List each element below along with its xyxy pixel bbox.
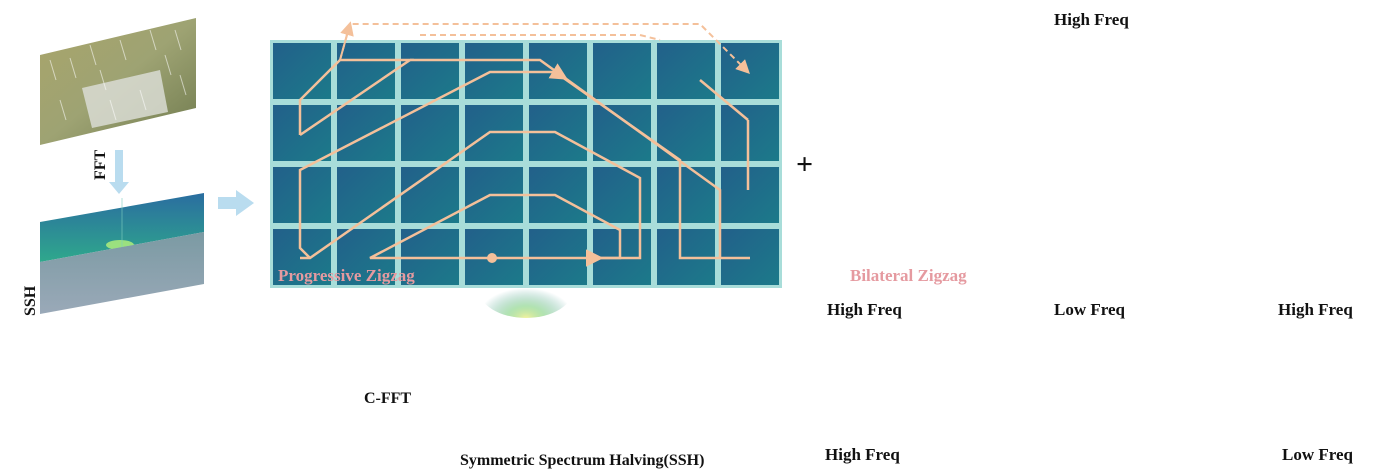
low-freq-center-label: Low Freq xyxy=(1054,300,1125,319)
progressive-zigzag-title: Progressive Zigzag xyxy=(278,266,415,285)
to-grid-arrow xyxy=(218,190,254,216)
progressive-tile xyxy=(721,43,779,99)
progressive-tile xyxy=(721,105,779,161)
high-freq-right-label: High Freq xyxy=(1278,300,1353,319)
progressive-path xyxy=(298,58,750,267)
low-freq-bottom-label: Low Freq xyxy=(1282,445,1353,464)
progressive-tile xyxy=(401,105,459,161)
progressive-grid xyxy=(270,40,782,318)
progressive-tile xyxy=(657,43,715,99)
progressive-tile xyxy=(401,167,459,223)
fft-label: FFT xyxy=(92,149,109,180)
ssh-caption: Symmetric Spectrum Halving(SSH) xyxy=(460,452,705,469)
high-freq-top-label: High Freq xyxy=(1054,10,1129,29)
progressive-tile xyxy=(593,43,651,99)
progressive-tile xyxy=(593,167,651,223)
plus-sign: + xyxy=(796,148,814,181)
progressive-tile xyxy=(273,43,331,99)
progressive-tile xyxy=(657,105,715,161)
bilateral-zigzag-title: Bilateral Zigzag xyxy=(850,266,967,285)
high-freq-bottom-label: High Freq xyxy=(825,445,900,464)
progressive-tile xyxy=(273,167,331,223)
ssh-label: SSH xyxy=(22,285,39,316)
input-image xyxy=(40,18,196,145)
fft-arrow xyxy=(109,150,129,194)
cfft-label: C-FFT xyxy=(364,390,412,407)
progressive-tile xyxy=(337,167,395,223)
progressive-tile xyxy=(657,167,715,223)
spectrum-block xyxy=(40,193,204,314)
progressive-tile xyxy=(721,167,779,223)
high-freq-left-label: High Freq xyxy=(827,300,902,319)
progressive-top-arrows xyxy=(339,21,750,74)
progressive-tile xyxy=(337,105,395,161)
progressive-tile xyxy=(401,43,459,99)
